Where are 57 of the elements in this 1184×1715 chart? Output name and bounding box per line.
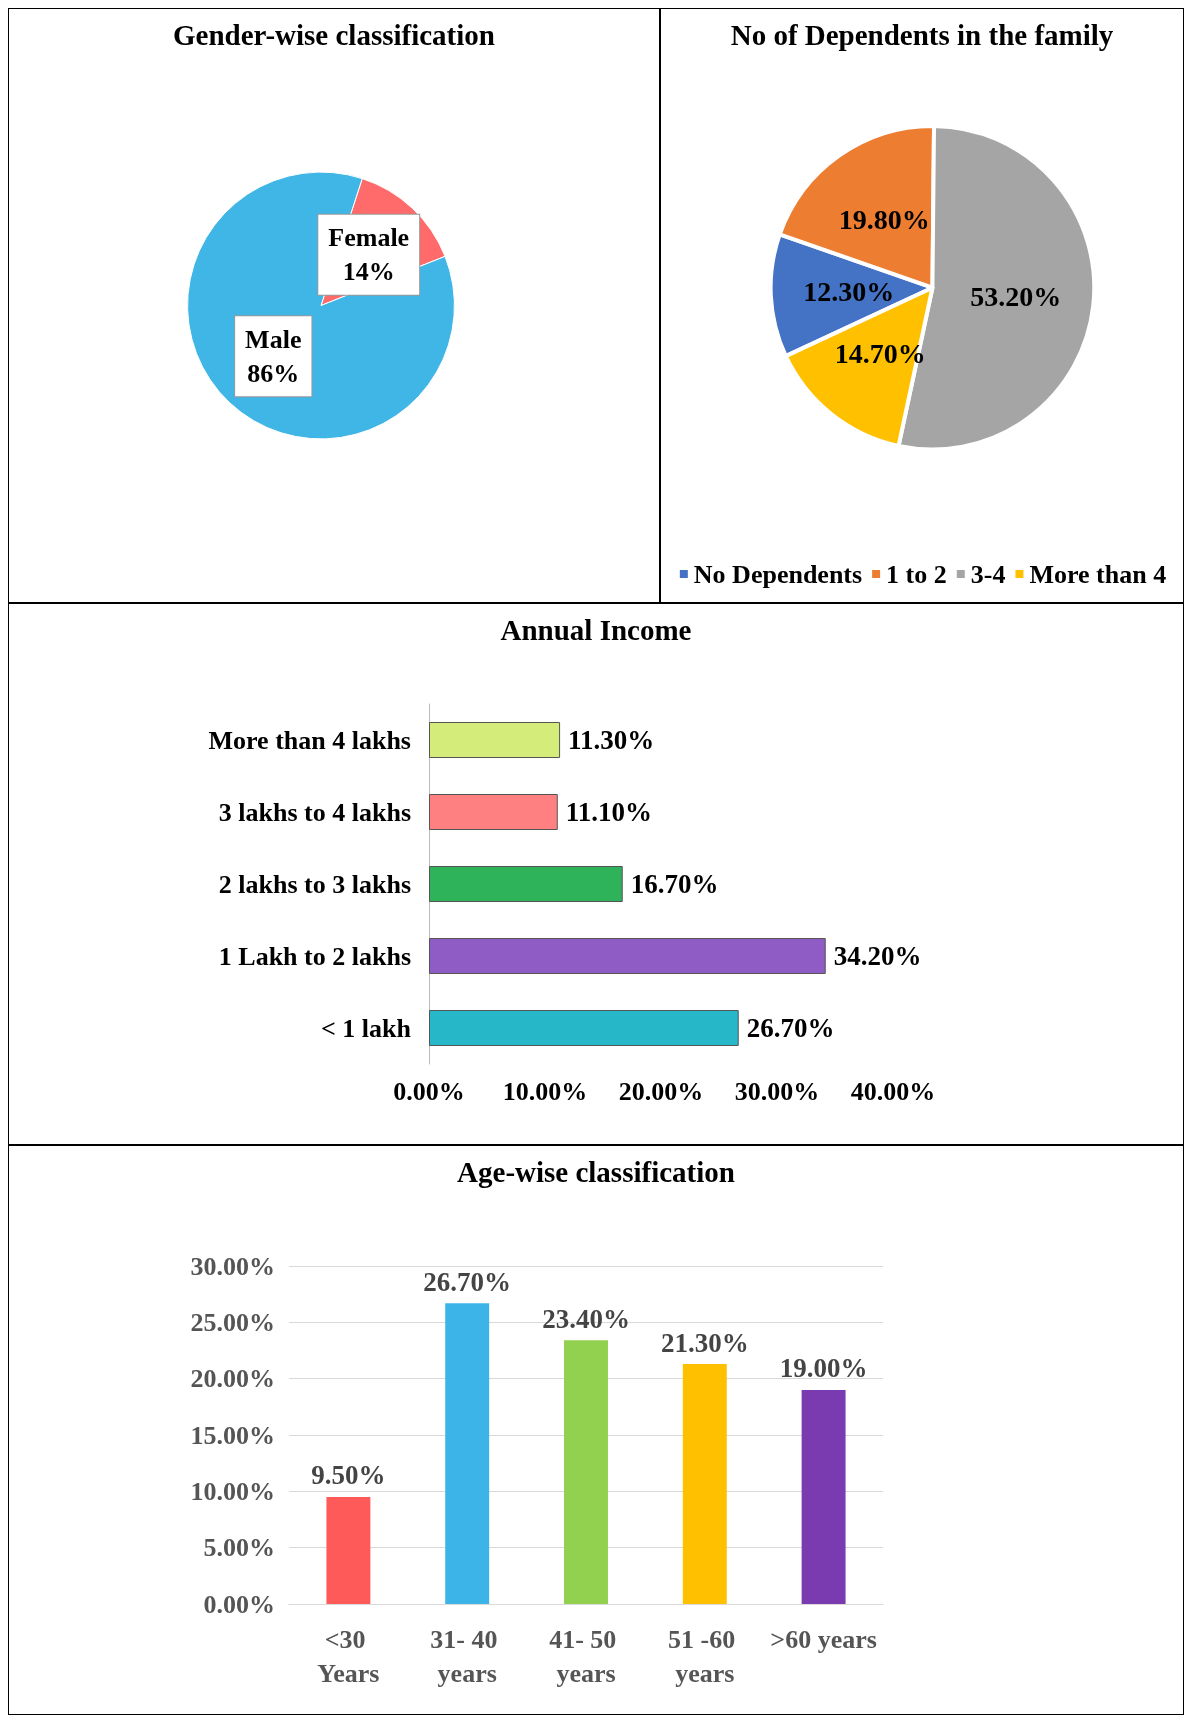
legend-label: 3-4 [970, 559, 1006, 589]
legend-label: No Dependents [693, 559, 863, 589]
y-tick-label: 1 Lakh to 2 lakhs [218, 941, 411, 971]
y-tick-label: 5.00% [203, 1533, 275, 1563]
slice-label: Male [245, 324, 302, 354]
data-label: 26.70% [746, 1013, 835, 1043]
bar [682, 1364, 727, 1604]
data-label: 14% [342, 257, 395, 287]
y-tick-label: 30.00% [190, 1251, 275, 1281]
data-label: 9.50% [311, 1460, 386, 1491]
y-tick-label: More than 4 lakhs [208, 725, 411, 755]
bar [429, 866, 623, 902]
data-label: 19.00% [779, 1353, 868, 1384]
bar [429, 1010, 739, 1046]
data-label: 23.40% [542, 1303, 630, 1334]
y-tick-label: 3 lakhs to 4 lakhs [218, 797, 411, 827]
chart-title: Gender-wise classification [173, 18, 495, 51]
bar [429, 938, 826, 974]
bar [429, 722, 561, 758]
y-tick-label: 25.00% [190, 1307, 275, 1337]
data-label: 86% [247, 358, 300, 388]
bar [326, 1496, 371, 1604]
data-label: 12.30% [803, 276, 895, 308]
legend-label: More than 4 [1029, 559, 1167, 589]
data-label: 53.20% [970, 281, 1062, 313]
y-tick-label: 0.00% [203, 1589, 275, 1619]
x-tick-label: 20.00% [618, 1076, 704, 1106]
slice-label: Female [328, 223, 410, 253]
legend-label: 1 to 2 [886, 559, 947, 589]
y-tick-label: 15.00% [190, 1420, 275, 1450]
data-label: 11.30% [568, 725, 655, 755]
x-tick-label: >60 years [770, 1624, 877, 1654]
data-label: 34.20% [833, 941, 922, 971]
x-tick-label: 10.00% [502, 1076, 588, 1106]
x-tick-label: 40.00% [850, 1076, 936, 1106]
data-label: 26.70% [423, 1266, 512, 1297]
chart-title: No of Dependents in the family [730, 18, 1114, 51]
x-tick-label: 41- 50 years [549, 1624, 623, 1688]
data-label: 16.70% [630, 869, 719, 899]
bar [445, 1303, 490, 1604]
y-tick-label: 20.00% [190, 1364, 275, 1394]
x-tick-label: 31- 40 years [430, 1624, 505, 1688]
data-label: 21.30% [660, 1327, 749, 1358]
chart-title: Age-wise classification [457, 1155, 735, 1188]
y-tick-label: 10.00% [190, 1476, 275, 1506]
x-tick-label: 0.00% [393, 1076, 465, 1106]
data-label: 11.10% [565, 797, 653, 827]
x-tick-label: 51 -60 years [667, 1624, 742, 1688]
x-tick-label: <30 Years [317, 1624, 380, 1688]
y-tick-label: 2 lakhs to 3 lakhs [218, 869, 411, 899]
x-tick-label: 30.00% [734, 1076, 820, 1106]
bar [429, 794, 558, 830]
data-label: 19.80% [838, 203, 930, 235]
bar [564, 1340, 608, 1604]
bar [801, 1389, 846, 1604]
chart-title: Annual Income [500, 613, 692, 646]
y-tick-label: < 1 lakh [321, 1013, 412, 1043]
